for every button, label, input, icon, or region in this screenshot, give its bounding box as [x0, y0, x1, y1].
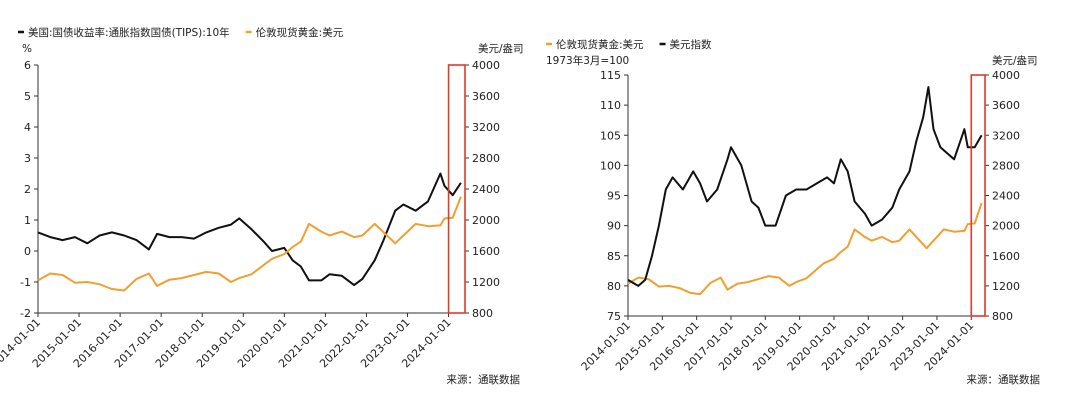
- y-right-tick-label-8: 4000: [472, 59, 500, 72]
- dxy-vs-gold-chart: 伦敦现货黄金:美元 美元指数 1973年3月=100 美元/盎司 75 80 85 90 95 1…: [540, 0, 1080, 410]
- y-left-tick-label-4: 95: [607, 190, 621, 203]
- legend-label-1: 美元指数: [670, 38, 712, 51]
- y-right-tick-label-1: 1200: [992, 280, 1020, 293]
- y-right-axis-label: 美元/盎司: [992, 54, 1038, 67]
- legend-label-0: 伦敦现货黄金:美元: [556, 38, 644, 51]
- source-note: 来源：通联数据: [967, 373, 1041, 386]
- y-left-tick-label-8: 6: [24, 59, 31, 72]
- series-line-1: [627, 86, 983, 287]
- y-left-tick-label-2: 0: [24, 245, 31, 258]
- y-left-axis-label: 1973年3月=100: [546, 54, 629, 67]
- y-left-tick-label-7: 5: [24, 90, 31, 103]
- y-right-tick-label-8: 4000: [992, 69, 1020, 82]
- y-right-tick-label-3: 2000: [992, 220, 1020, 233]
- y-right-tick-label-7: 3600: [472, 90, 500, 103]
- y-left-tick-label-8: 115: [600, 69, 621, 82]
- tips-vs-gold-svg: 美国:国债收益率:通胀指数国债(TIPS):10年 伦敦现货黄金:美元% 美元/盎司…: [0, 26, 524, 386]
- series-line-1: [37, 196, 462, 292]
- y-left-axis-label: %: [22, 43, 32, 55]
- y-right-axis-label: 美元/盎司: [478, 42, 524, 55]
- tips-vs-gold-chart: 美国:国债收益率:通胀指数国债(TIPS):10年 伦敦现货黄金:美元% 美元/盎司…: [0, 26, 524, 386]
- y-right-tick-label-4: 2400: [992, 190, 1020, 203]
- y-right-tick-label-0: 800: [472, 307, 493, 320]
- y-left-tick-label-2: 85: [607, 250, 621, 263]
- y-left-tick-label-1: -1: [20, 276, 31, 289]
- y-left-tick-label-0: -2: [20, 307, 31, 320]
- source-note: 来源：通联数据: [447, 373, 521, 386]
- y-left-tick-label-0: 75: [607, 310, 621, 323]
- dxy-vs-gold-svg: 伦敦现货黄金:美元 美元指数 1973年3月=100 美元/盎司 75 80 85 90 95 1…: [546, 38, 1041, 386]
- y-left-tick-label-5: 3: [24, 152, 31, 165]
- y-left-tick-label-6: 4: [24, 121, 31, 134]
- y-right-tick-label-2: 1600: [992, 250, 1020, 263]
- series-line-0: [627, 202, 983, 296]
- y-right-tick-label-5: 2800: [472, 152, 500, 165]
- highlight-box: [447, 64, 466, 314]
- y-left-tick-label-1: 80: [607, 280, 621, 293]
- legend-label-0: 美国:国债收益率:通胀指数国债(TIPS):10年: [28, 26, 230, 39]
- y-right-tick-label-7: 3600: [992, 99, 1020, 112]
- y-right-tick-label-5: 2800: [992, 159, 1020, 172]
- legend-label-1: 伦敦现货黄金:美元: [256, 26, 344, 39]
- y-left-tick-label-7: 110: [600, 99, 621, 112]
- y-right-tick-label-1: 1200: [472, 276, 500, 289]
- y-right-tick-label-6: 3200: [472, 121, 500, 134]
- y-right-tick-label-4: 2400: [472, 183, 500, 196]
- y-right-tick-label-0: 800: [992, 310, 1013, 323]
- y-left-tick-label-4: 2: [24, 183, 31, 196]
- y-right-tick-label-2: 1600: [472, 245, 500, 258]
- y-left-tick-label-5: 100: [600, 159, 621, 172]
- series-line-0: [37, 172, 462, 287]
- y-right-tick-label-3: 2000: [472, 214, 500, 227]
- y-left-tick-label-6: 105: [600, 129, 621, 142]
- highlight-box: [970, 74, 986, 317]
- y-left-tick-label-3: 1: [24, 214, 31, 227]
- y-right-tick-label-6: 3200: [992, 129, 1020, 142]
- y-left-tick-label-3: 90: [607, 220, 621, 233]
